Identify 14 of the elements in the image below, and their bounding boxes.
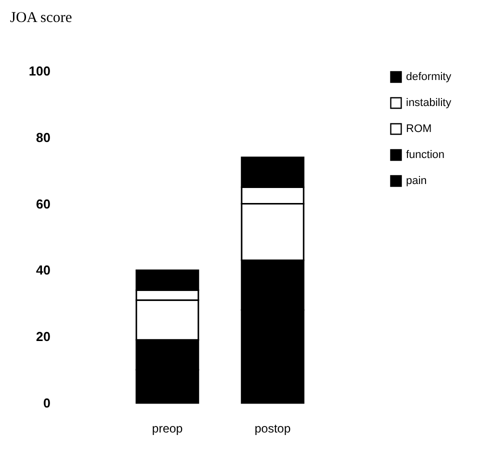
y-tick-label: 0	[43, 396, 50, 410]
legend-label: instability	[406, 97, 452, 109]
y-tick-label: 60	[36, 196, 50, 212]
y-tick-label: 100	[28, 64, 50, 78]
y-tick-label: 80	[36, 130, 50, 145]
legend-label: pain	[406, 175, 427, 187]
x-tick-label: preop	[152, 422, 184, 436]
legend-label: function	[406, 149, 445, 161]
x-tick-label: postop	[254, 422, 291, 436]
chart-title: JOA score	[10, 10, 72, 26]
legend-label: ROM	[406, 123, 432, 135]
y-tick-label: 40	[36, 262, 50, 278]
y-tick-label: 20	[36, 329, 50, 344]
legend-label: deformity	[406, 71, 452, 83]
